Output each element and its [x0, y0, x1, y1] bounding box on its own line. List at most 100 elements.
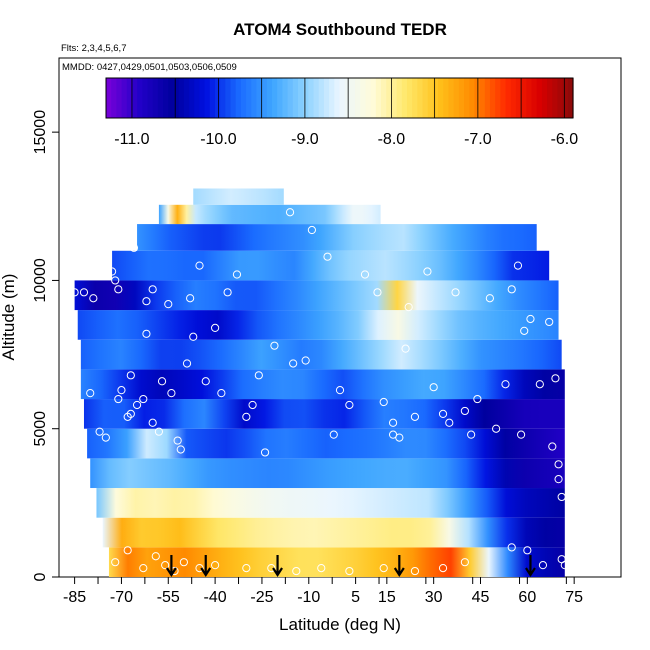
colorbar-segment [406, 78, 413, 118]
observation-point [148, 285, 157, 294]
observation-point [164, 300, 173, 309]
observation-point [526, 314, 535, 324]
heatmap-band [87, 428, 565, 459]
observation-point [123, 546, 132, 555]
x-tick-label: 15 [378, 589, 396, 606]
observation-point [151, 552, 160, 561]
observation-point [404, 303, 413, 312]
observation-point [445, 418, 454, 427]
observation-point [267, 564, 276, 573]
observation-point [307, 225, 316, 235]
x-tick-label: 60 [518, 589, 536, 606]
colorbar-segment [121, 78, 128, 118]
colorbar-segment [567, 78, 574, 118]
colorbar-segment [562, 78, 569, 118]
colorbar-segment [287, 78, 294, 118]
colorbar-segment [557, 78, 564, 118]
observation-point [535, 380, 544, 389]
observation-point [438, 409, 448, 418]
x-tick-label: -55 [157, 589, 180, 606]
observation-point [301, 356, 310, 365]
observation-point [161, 561, 170, 570]
observation-point [395, 433, 404, 442]
observation-point [189, 332, 198, 341]
observation-point [95, 427, 104, 436]
observation-point [520, 326, 529, 335]
colorbar-segment [313, 78, 320, 118]
observation-point [139, 394, 148, 404]
flights-note: Flts: 2,3,4,5,6,7 [61, 43, 126, 54]
observation-point [289, 359, 298, 368]
observation-point [126, 371, 135, 380]
observation-point [111, 276, 120, 285]
observation-point [223, 288, 232, 297]
observation-point [410, 566, 420, 576]
observation-point [551, 374, 560, 383]
observation-point [423, 267, 432, 276]
observation-point [379, 564, 388, 573]
colorbar-segment [500, 78, 507, 118]
colorbar-segment [339, 78, 346, 118]
observation-point [513, 261, 523, 270]
observation-point [70, 288, 79, 297]
observation-point [451, 288, 460, 297]
colorbar-segment [292, 78, 299, 118]
y-tick-label: 0 [32, 572, 49, 581]
observation-point [516, 430, 526, 439]
colorbar-segment [157, 78, 164, 118]
colorbar-segment [432, 78, 439, 118]
colorbar-segment [220, 78, 226, 118]
colorbar-segment [370, 78, 377, 118]
colorbar-segment [147, 78, 154, 118]
colorbar-tick-label: -10.0 [200, 131, 237, 148]
flight-arrow [393, 555, 405, 578]
colorbar-tick-label: -6.0 [551, 131, 579, 148]
observation-point [79, 288, 89, 297]
observation-point [179, 558, 188, 567]
colorbar-segment [521, 78, 527, 118]
observation-point [560, 561, 569, 570]
colorbar-segment [547, 78, 553, 118]
colorbar-segment [230, 78, 237, 118]
observation-point [142, 329, 151, 338]
observation-point [232, 270, 242, 279]
observation-point [186, 294, 195, 303]
colorbar-segment [526, 78, 533, 118]
colorbar-segment [308, 78, 315, 118]
colorbar-segment [417, 78, 424, 118]
colorbar-segment [126, 78, 133, 118]
observation-point [460, 558, 469, 567]
colorbar-segment [464, 78, 470, 118]
heatmap-band [96, 488, 565, 518]
colorbar-segment [168, 78, 175, 118]
observation-point [379, 397, 388, 407]
observation-point [501, 380, 510, 389]
flight-arrow [525, 555, 536, 578]
observation-point [114, 285, 123, 294]
observation-point [89, 294, 98, 303]
observation-point [176, 445, 185, 454]
observation-point [345, 566, 354, 576]
colorbar-segment [194, 78, 200, 118]
observation-points [70, 208, 569, 576]
colorbar-segment [152, 78, 159, 118]
heatmap-band [80, 369, 565, 400]
colorbar-segment [381, 78, 387, 118]
observation-point [507, 543, 516, 552]
colorbar-segment [334, 78, 341, 118]
colorbar-segment [349, 78, 356, 118]
colorbar-segment [225, 78, 232, 118]
colorbar-segment [116, 78, 123, 118]
observation-point [523, 546, 532, 555]
heatmap-band [74, 280, 559, 311]
observation-point [285, 208, 295, 217]
colorbar-segment [272, 78, 278, 118]
colorbar-segment [344, 78, 351, 118]
observation-point [329, 430, 338, 439]
observation-point [211, 323, 220, 332]
heatmap-band [193, 188, 284, 205]
observation-point [492, 424, 501, 433]
colorbar-segment [173, 78, 180, 118]
observation-point [86, 389, 95, 398]
observation-point [538, 561, 548, 570]
